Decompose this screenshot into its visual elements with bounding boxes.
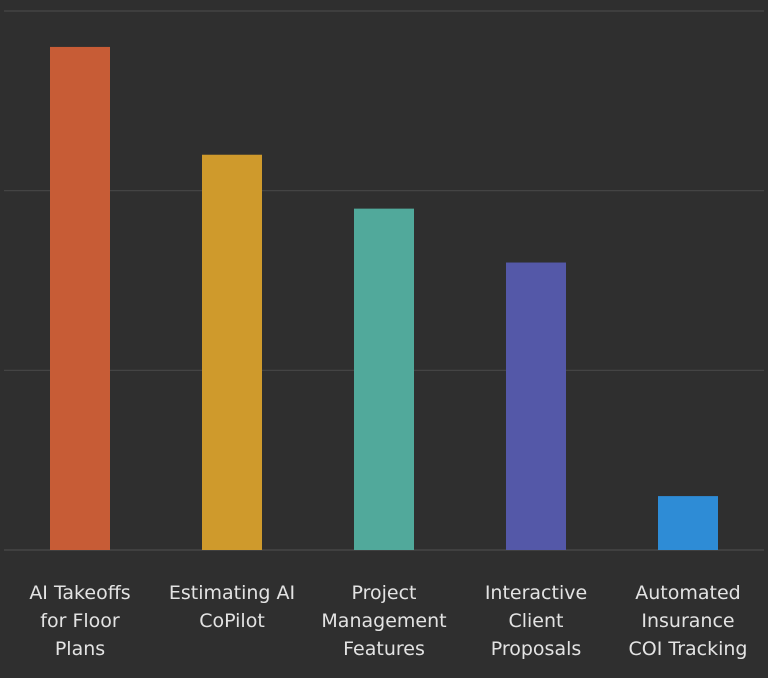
x-tick-label-3: Project Management Features [321,582,446,660]
bar-1 [50,46,110,550]
x-tick-label-1: AI Takeoffs for Floor Plans [29,582,130,660]
x-tick-label-line: for Floor [40,610,120,632]
bar-3 [354,208,414,550]
x-tick-label-line: Client [508,610,563,632]
x-tick-label-4: Interactive Client Proposals [485,582,587,660]
x-tick-label-line: Estimating AI [169,582,295,604]
bar-5 [658,496,718,550]
bars [50,46,718,550]
x-tick-label-line: AI Takeoffs [29,582,130,604]
x-tick-label-line: Proposals [491,638,582,660]
x-tick-label-line: Project [351,582,416,604]
x-tick-label-line: Interactive [485,582,587,604]
x-tick-label-5: Automated Insurance COI Tracking [629,582,748,660]
x-tick-label-line: Insurance [641,610,734,632]
x-tick-label-2: Estimating AI CoPilot [169,582,295,632]
bar-2 [202,154,262,550]
x-tick-label-line: Automated [635,582,740,604]
x-tick-label-line: Plans [55,638,105,660]
x-axis-labels: AI Takeoffs for Floor Plans Estimating AI Co… [29,582,747,660]
x-tick-label-line: Management [321,610,446,632]
x-tick-label-line: Features [343,638,425,660]
x-tick-label-line: CoPilot [199,610,265,632]
x-tick-label-line: COI Tracking [629,638,748,660]
bar-4 [506,262,566,550]
